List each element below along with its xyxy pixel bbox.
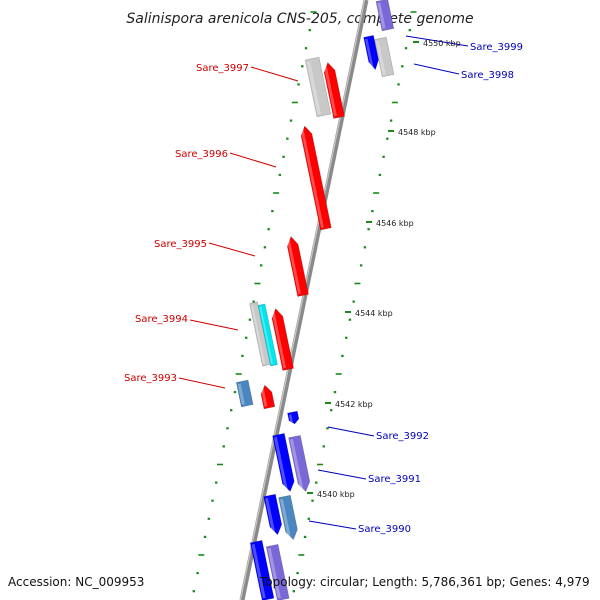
backbone-line	[239, 0, 369, 600]
backbone-highlight	[239, 0, 366, 600]
leader-sare-3994	[189, 319, 239, 331]
gene-label-sare-3997[interactable]: Sare_3997	[196, 63, 249, 74]
gene-block-grey-3997-shine	[306, 61, 322, 115]
gene-block-grey-3997[interactable]	[304, 56, 332, 118]
gene-block-cyan-3994-shape[interactable]	[257, 303, 278, 367]
gene-block-sare-3997-shape[interactable]	[322, 61, 345, 119]
gene-block-steel-3993-shape[interactable]	[235, 379, 254, 408]
leader-sare-3999	[405, 35, 469, 47]
gene-block-sare-3998-shape[interactable]	[374, 36, 395, 78]
leader-sare-3996	[229, 152, 277, 168]
gene-block-cyan-3994-shine	[259, 306, 273, 364]
gene-block-sare-3993-shine	[260, 387, 268, 407]
leader-sare-3997	[250, 66, 299, 82]
gene-block-sare-3994-shine	[271, 310, 287, 369]
backbone	[239, 0, 369, 600]
gene-block-sare-3992-shine	[288, 414, 293, 423]
ruler-labels: 4540 kbp 4542 kbp 4544 kbp 4546 kbp 4548…	[317, 39, 461, 499]
topology-text: Topology: circular; Length: 5,786,361 bp…	[259, 575, 590, 589]
gene-label-sare-3990[interactable]: Sare_3990	[358, 524, 411, 535]
gene-block-bottom-right-shape[interactable]	[265, 544, 290, 600]
leader-sare-3991	[317, 469, 367, 480]
gene-block-sare-3997-shine	[323, 64, 337, 117]
ruler-label-4550: 4550 kbp	[423, 39, 461, 48]
gene-block-grey-3997-shape[interactable]	[304, 56, 332, 118]
gene-block-sare-3991[interactable]	[288, 435, 312, 492]
gene-block-sare-3994-shape[interactable]	[270, 308, 294, 371]
gene-block-sare-3991-left-shape[interactable]	[272, 433, 296, 492]
gene-block-sare-3990[interactable]	[278, 494, 300, 541]
gene-label-sare-3994[interactable]: Sare_3994	[135, 314, 188, 325]
ruler-label-4540: 4540 kbp	[317, 490, 355, 499]
gene-block-sare-3993-shape[interactable]	[259, 384, 276, 410]
accession-text: Accession: NC_009953	[8, 575, 144, 589]
ruler-label-4542: 4542 kbp	[335, 400, 373, 409]
leader-sare-3995	[208, 242, 256, 257]
gene-block-sare-3998[interactable]	[374, 36, 395, 78]
label-leader-lines	[178, 35, 469, 530]
gene-block-sare-3991-shine	[289, 438, 304, 491]
gene-block-grey-3994-shine	[250, 304, 266, 364]
leader-sare-3998	[413, 63, 460, 75]
gene-block-sare-3991-left[interactable]	[272, 433, 296, 492]
gene-block-sare-3996-shape[interactable]	[299, 125, 332, 231]
gene-block-sare-3991-left-shine	[273, 436, 288, 491]
gene-block-sare-3999-shine	[365, 38, 374, 69]
gene-block-sare-3996[interactable]	[299, 125, 332, 231]
gene-label-sare-3991[interactable]: Sare_3991	[368, 474, 421, 485]
gene-label-sare-3999[interactable]: Sare_3999	[470, 42, 523, 53]
gene-block-steel-3993-shine	[237, 383, 245, 405]
leader-sare-3992	[327, 426, 375, 437]
gene-block-sare-3990-left-shine	[265, 497, 276, 534]
gene-block-sare-3995-shine	[286, 238, 301, 295]
gene-block-sare-3999[interactable]	[363, 34, 381, 71]
ruler-label-4548: 4548 kbp	[398, 128, 436, 137]
gene-block-top[interactable]	[375, 0, 395, 32]
gene-block-sare-3994[interactable]	[270, 308, 294, 371]
gene-block-sare-3990-shape[interactable]	[278, 494, 300, 541]
gene-block-sare-3990-shine	[279, 498, 291, 539]
gene-block-bottom-left[interactable]	[249, 540, 275, 600]
gene-block-sare-3992-shape[interactable]	[287, 410, 300, 425]
gene-block-sare-3995[interactable]	[286, 236, 309, 297]
gene-block-top-shine	[377, 2, 386, 29]
gene-label-sare-3992[interactable]: Sare_3992	[376, 431, 429, 442]
gene-block-sare-3995-shape[interactable]	[286, 236, 309, 297]
gene-block-bottom-left-shape[interactable]	[249, 540, 275, 600]
gene-label-sare-3995[interactable]: Sare_3995	[154, 239, 207, 250]
gene-block-bottom-right[interactable]	[265, 544, 290, 600]
gene-label-sare-3996[interactable]: Sare_3996	[175, 149, 228, 160]
gene-block-steel-3993[interactable]	[235, 379, 254, 408]
gene-block-sare-3996-shine	[300, 128, 324, 228]
gene-block-top-shape[interactable]	[375, 0, 395, 32]
reverse-gene-labels: Sare_3999 Sare_3998 Sare_3992 Sare_3991 …	[358, 42, 523, 535]
gene-block-bottom-right-shine	[267, 547, 281, 599]
gene-label-sare-3993[interactable]: Sare_3993	[124, 373, 177, 384]
leader-sare-3993	[178, 377, 226, 389]
gene-block-sare-3999-shape[interactable]	[363, 34, 381, 71]
gene-block-cyan-3994[interactable]	[257, 303, 278, 367]
gene-block-sare-3992[interactable]	[287, 410, 300, 425]
gene-block-sare-3991-shape[interactable]	[288, 435, 312, 492]
ruler-label-4546: 4546 kbp	[376, 219, 414, 228]
tick-marks	[192, 11, 419, 593]
gene-features	[235, 0, 395, 600]
gene-label-sare-3998[interactable]: Sare_3998	[461, 70, 514, 81]
gene-block-bottom-left-shine	[251, 543, 266, 599]
gene-block-sare-3998-shine	[375, 40, 386, 75]
ruler-label-4544: 4544 kbp	[355, 309, 393, 318]
gene-block-sare-3990-left[interactable]	[263, 493, 284, 536]
map-title: Salinispora arenicola CNS-205, complete …	[126, 11, 473, 27]
forward-gene-labels: Sare_3997 Sare_3996 Sare_3995 Sare_3994 …	[124, 63, 249, 384]
gene-block-sare-3990-left-shape[interactable]	[263, 493, 284, 536]
gene-block-sare-3993[interactable]	[259, 384, 276, 410]
leader-sare-3990	[308, 520, 357, 530]
gene-block-sare-3997[interactable]	[322, 61, 345, 119]
